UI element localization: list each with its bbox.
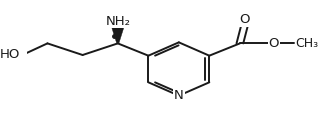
Text: N: N — [174, 89, 184, 102]
Text: HO: HO — [0, 48, 20, 62]
Polygon shape — [112, 27, 124, 43]
Text: CH₃: CH₃ — [295, 37, 318, 50]
Text: NH₂: NH₂ — [105, 15, 130, 28]
Text: O: O — [239, 13, 250, 26]
Text: O: O — [269, 37, 279, 50]
